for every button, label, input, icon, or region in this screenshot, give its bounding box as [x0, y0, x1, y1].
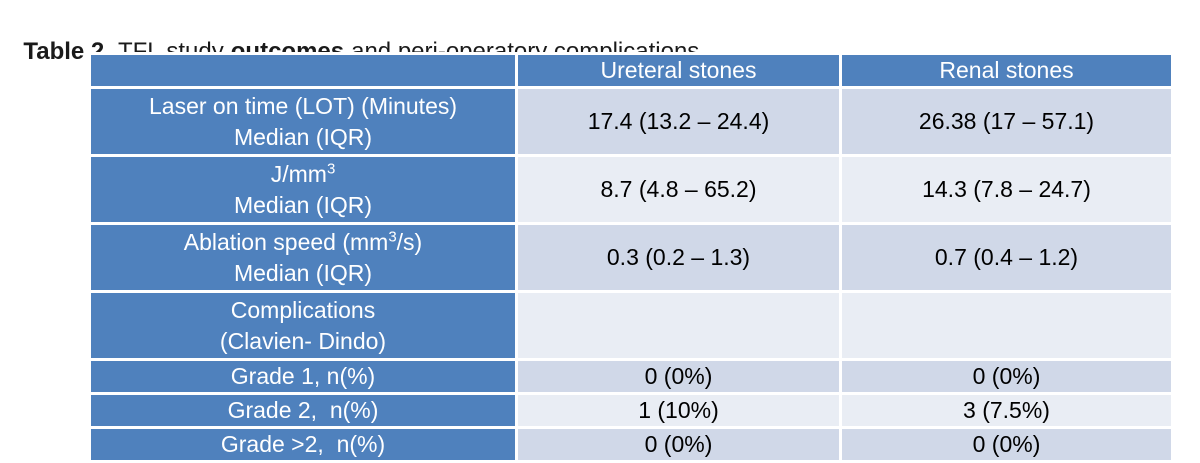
table-row: Ablation speed (mm3/s) Median (IQR) 0.3 (0… [88, 222, 1174, 293]
table: Ureteral stones Renal stones Laser on time… [88, 52, 1174, 463]
label-line: Grade >2, n(%) [91, 429, 515, 460]
data-cell: 1 (10%) [515, 392, 842, 429]
table-row: J/mm3 Median (IQR) 8.7 (4.8 – 65.2) 14.3 (7… [88, 154, 1174, 225]
label-text: Median (IQR) [233, 191, 373, 218]
label-text: Complications [230, 296, 376, 323]
data-cell: 0 (0%) [839, 426, 1174, 463]
label-line: Grade 1, n(%) [91, 361, 515, 392]
label-text: Grade 1, n(%) [230, 363, 376, 389]
data-cell: 0.7 (0.4 – 1.2) [839, 222, 1174, 293]
data-cell: 0.3 (0.2 – 1.3) [515, 222, 842, 293]
row-label: J/mm3 Median (IQR) [88, 154, 518, 225]
header-cell [88, 52, 518, 89]
data-cell: 3 (7.5%) [839, 392, 1174, 429]
superscript: 3 [326, 159, 336, 177]
label-line: J/mm3 [91, 159, 515, 190]
label-line: Complications [91, 295, 515, 326]
label-text: Grade 2, n(%) [227, 397, 379, 423]
header-row: Ureteral stones Renal stones [88, 52, 1174, 89]
label-text: Median (IQR) [233, 123, 373, 150]
label-text: Grade >2, n(%) [220, 431, 386, 457]
label-line: (Clavien- Dindo) [91, 326, 515, 357]
table-row: Grade 1, n(%) 0 (0%) 0 (0%) [88, 358, 1174, 395]
table-row: Grade >2, n(%) 0 (0%) 0 (0%) [88, 426, 1174, 463]
table-row: Laser on time (LOT) (Minutes) Median (IQR… [88, 86, 1174, 157]
header-cell: Renal stones [839, 52, 1174, 89]
row-label: Ablation speed (mm3/s) Median (IQR) [88, 222, 518, 293]
label-line: Median (IQR) [91, 122, 515, 153]
row-label: Laser on time (LOT) (Minutes) Median (IQR… [88, 86, 518, 157]
row-label: Grade >2, n(%) [88, 426, 518, 463]
data-cell: 26.38 (17 – 57.1) [839, 86, 1174, 157]
label-line: Grade 2, n(%) [91, 395, 515, 426]
label-text: /s) [396, 228, 423, 255]
data-cell: 17.4 (13.2 – 24.4) [515, 86, 842, 157]
row-label: Grade 2, n(%) [88, 392, 518, 429]
table-row: Complications (Clavien- Dindo) [88, 290, 1174, 361]
label-line: Median (IQR) [91, 190, 515, 221]
label-line: Laser on time (LOT) (Minutes) [91, 91, 515, 122]
label-text: Median (IQR) [233, 259, 373, 286]
label-line: Median (IQR) [91, 258, 515, 289]
label-line: Ablation speed (mm3/s) [91, 227, 515, 258]
data-cell: 0 (0%) [515, 426, 842, 463]
data-cell: 0 (0%) [515, 358, 842, 395]
data-cell [515, 290, 842, 361]
label-text: Ablation speed (mm [183, 228, 389, 255]
data-cell [839, 290, 1174, 361]
row-label: Grade 1, n(%) [88, 358, 518, 395]
table-row: Grade 2, n(%) 1 (10%) 3 (7.5%) [88, 392, 1174, 429]
header-cell: Ureteral stones [515, 52, 842, 89]
data-cell: 8.7 (4.8 – 65.2) [515, 154, 842, 225]
superscript: 3 [388, 227, 397, 245]
data-cell: 14.3 (7.8 – 24.7) [839, 154, 1174, 225]
label-text: Laser on time (LOT) (Minutes) [148, 92, 458, 119]
data-cell: 0 (0%) [839, 358, 1174, 395]
label-text: J/mm [270, 160, 327, 187]
label-text: (Clavien- Dindo) [219, 327, 387, 354]
row-label: Complications (Clavien- Dindo) [88, 290, 518, 361]
